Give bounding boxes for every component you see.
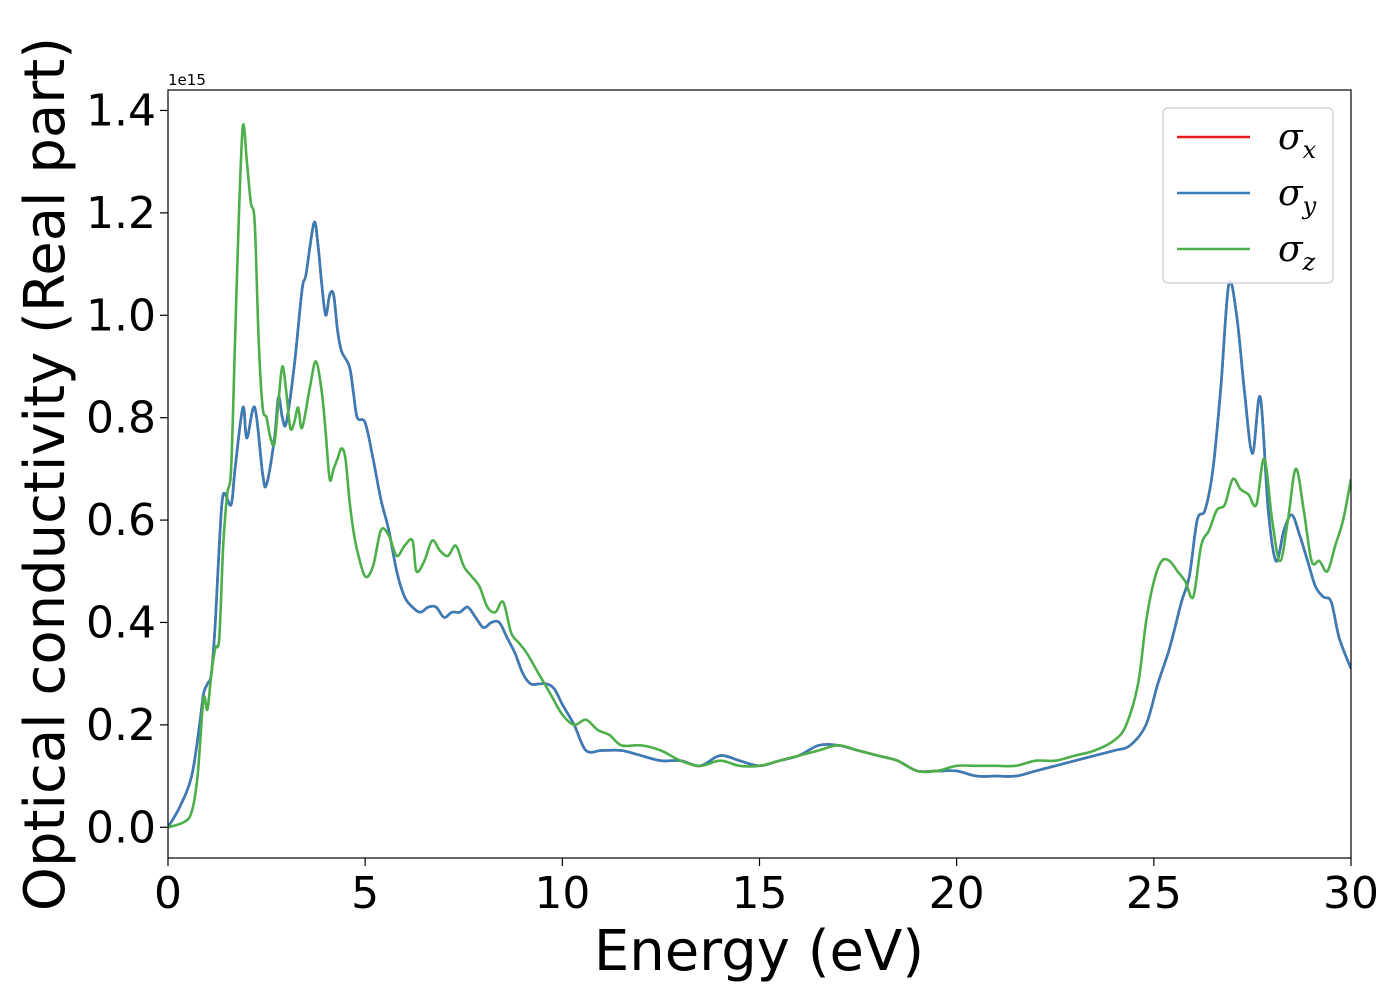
legend-label-z: σz <box>1278 229 1316 276</box>
x-axis-ticks: 0 5 10 15 20 25 30 <box>154 858 1379 919</box>
y-axis-ticks: 0.0 0.2 0.4 0.6 0.8 1.0 1.2 1.4 <box>86 85 168 853</box>
legend-box <box>1162 107 1334 284</box>
y-tick-label: 0.8 <box>86 393 156 444</box>
y-axis-label: Optical conductivity (Real part) <box>13 37 78 911</box>
x-tick-label: 25 <box>1126 868 1182 919</box>
x-axis-label: Energy (eV) <box>594 919 924 984</box>
x-tick-label: 15 <box>732 868 788 919</box>
series-line-x <box>168 220 1351 828</box>
y-tick-label: 1.4 <box>86 85 156 136</box>
x-tick-label: 5 <box>351 868 379 919</box>
x-tick-label: 10 <box>534 868 590 919</box>
y-tick-label: 0.6 <box>86 495 156 546</box>
series-line-y <box>168 220 1351 828</box>
series-line-z <box>168 123 1351 829</box>
x-tick-label: 30 <box>1323 868 1379 919</box>
y-tick-label: 1.2 <box>86 188 156 239</box>
x-tick-label: 0 <box>154 868 182 919</box>
legend: σx σy σz <box>1162 107 1334 284</box>
y-offset-label: 1e15 <box>168 71 206 89</box>
legend-label-y: σy <box>1278 173 1317 220</box>
x-tick-label: 20 <box>929 868 985 919</box>
y-tick-label: 0.2 <box>86 700 156 751</box>
series-layer <box>168 123 1351 829</box>
y-tick-label: 0.0 <box>86 802 156 853</box>
y-tick-label: 0.4 <box>86 597 156 648</box>
plot-area <box>168 123 1351 829</box>
y-tick-label: 1.0 <box>86 290 156 341</box>
legend-label-x: σx <box>1278 117 1317 164</box>
